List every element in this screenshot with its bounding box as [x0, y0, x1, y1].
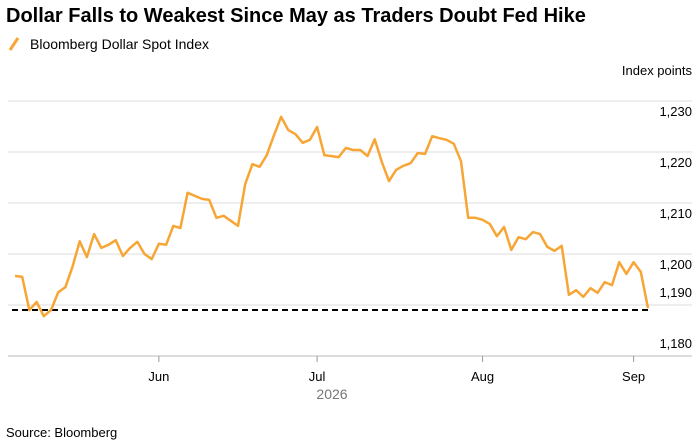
x-tick-label: Sep — [622, 369, 645, 384]
source: Source: Bloomberg — [6, 425, 117, 440]
x-axis-label: 2026 — [316, 386, 347, 402]
y-tick-label: 1,190 — [659, 285, 692, 300]
x-tick-label: Jul — [309, 369, 326, 384]
legend-label: Bloomberg Dollar Spot Index — [30, 36, 209, 52]
y-tick-label: 1,220 — [659, 155, 692, 170]
y-tick-label: 1,200 — [659, 257, 692, 272]
y-tick-label: 1,180 — [659, 336, 692, 351]
legend-swatch — [8, 37, 20, 51]
chart-title: Dollar Falls to Weakest Since May as Tra… — [6, 5, 586, 27]
y-tick-label: 1,210 — [659, 206, 692, 221]
y-tick-label: 1,230 — [659, 104, 692, 119]
y-axis-label: Index points — [622, 63, 693, 78]
x-tick-label: Jun — [148, 369, 169, 384]
x-tick-label: Aug — [471, 369, 494, 384]
line — [14, 115, 650, 318]
